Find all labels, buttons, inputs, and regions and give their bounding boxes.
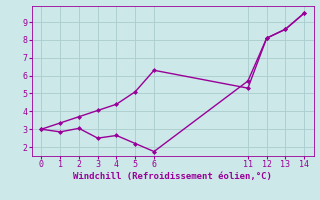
X-axis label: Windchill (Refroidissement éolien,°C): Windchill (Refroidissement éolien,°C) <box>73 172 272 181</box>
